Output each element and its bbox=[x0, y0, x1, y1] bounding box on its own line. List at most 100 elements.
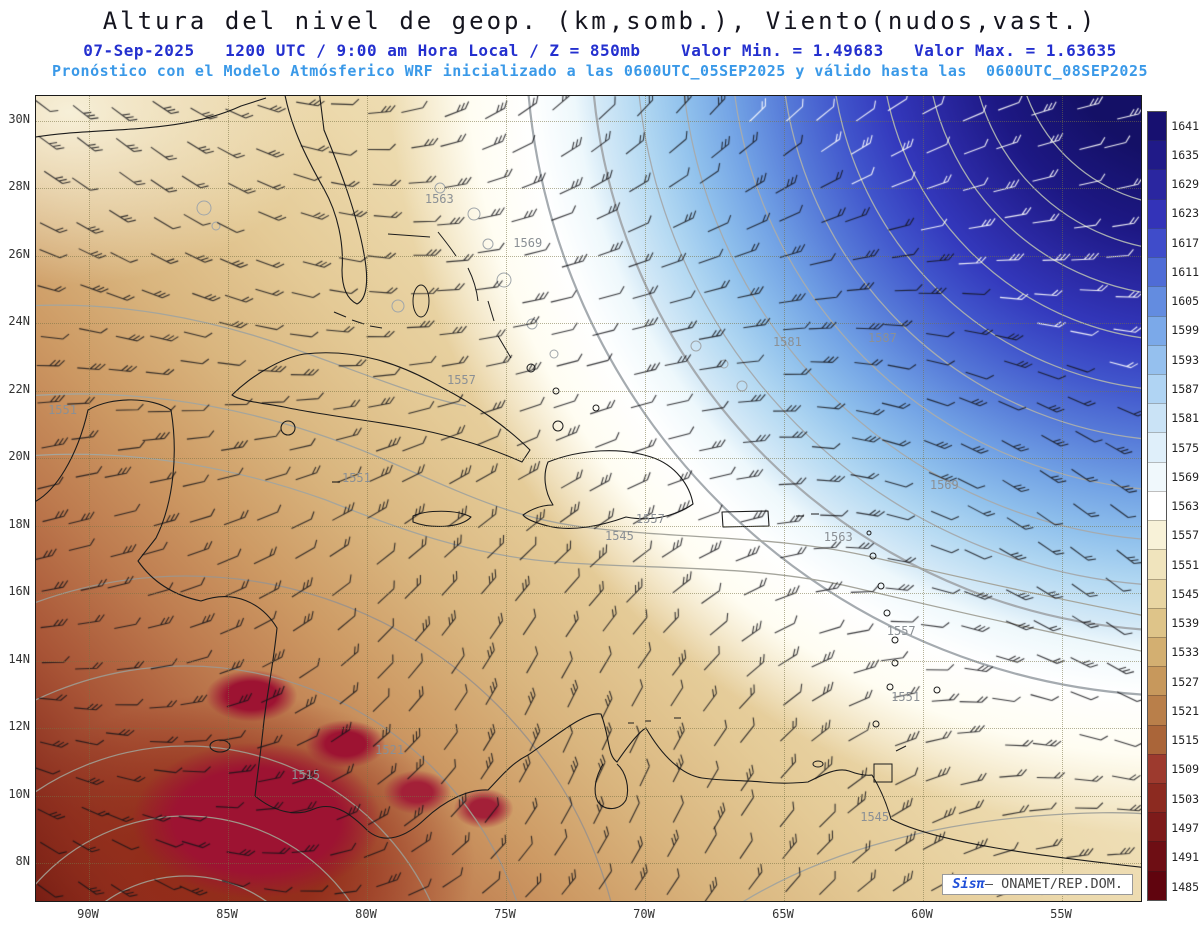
colorbar-cell bbox=[1148, 783, 1167, 813]
gridline-horizontal bbox=[36, 660, 1141, 662]
colorbar-cell bbox=[1148, 403, 1167, 433]
contour-label: 1551 bbox=[341, 471, 371, 486]
contour-label: 1557 bbox=[886, 623, 916, 638]
lon-label: 85W bbox=[216, 907, 238, 921]
lon-label: 90W bbox=[77, 907, 99, 921]
colorbar-cell bbox=[1148, 520, 1167, 550]
lat-label: 12N bbox=[8, 719, 30, 734]
gridline-horizontal bbox=[36, 593, 1141, 595]
lon-label: 65W bbox=[772, 907, 794, 921]
contour-label: 1557 bbox=[635, 512, 665, 527]
colorbar-label: 1581 bbox=[1171, 411, 1199, 426]
lat-label: 24N bbox=[8, 314, 30, 329]
gridline-horizontal bbox=[36, 458, 1141, 460]
colorbar-labels: 1641 1635 1629 1623 1617 1611 1605 1599 1593 1587… bbox=[1171, 111, 1199, 901]
colorbar-label: 1641 bbox=[1171, 118, 1199, 133]
colorbar-label: 1515 bbox=[1171, 733, 1199, 748]
colorbar-label: 1527 bbox=[1171, 674, 1199, 689]
gridline-vertical bbox=[506, 96, 507, 901]
gridline-vertical bbox=[645, 96, 646, 901]
contour-label: 1581 bbox=[772, 334, 802, 349]
colorbar-cell bbox=[1148, 578, 1167, 608]
contour-label: 1545 bbox=[604, 529, 634, 544]
gridline-vertical bbox=[228, 96, 229, 901]
colorbar: 1641 1635 1629 1623 1617 1611 1605 1599 1593 1587… bbox=[1147, 111, 1199, 901]
gridline-vertical bbox=[89, 96, 90, 901]
colorbar-cell bbox=[1148, 169, 1167, 199]
gridline-horizontal bbox=[36, 323, 1141, 325]
gridline-horizontal bbox=[36, 121, 1141, 122]
colorbar-cell bbox=[1148, 607, 1167, 637]
colorbar-cell bbox=[1148, 549, 1167, 579]
gridline-vertical bbox=[923, 96, 924, 901]
colorbar-label: 1551 bbox=[1171, 557, 1199, 572]
colorbar-cell bbox=[1148, 461, 1167, 491]
colorbar-label: 1593 bbox=[1171, 352, 1199, 367]
colorbar-cell bbox=[1148, 666, 1167, 696]
credit-box: Sisπ– ONAMET/REP.DOM. bbox=[942, 874, 1133, 895]
lat-label: 20N bbox=[8, 449, 30, 464]
lon-label: 60W bbox=[911, 907, 933, 921]
colorbar-label: 1623 bbox=[1171, 206, 1199, 221]
colorbar-cell bbox=[1148, 841, 1167, 871]
contour-label: 1587 bbox=[867, 330, 897, 345]
model-init-line: Pronóstico con el Modelo Atmósferico WRF… bbox=[51, 62, 1149, 80]
colorbar-label: 1569 bbox=[1171, 469, 1199, 484]
lat-label: 30N bbox=[8, 112, 30, 126]
lat-label: 14N bbox=[8, 651, 30, 666]
contour-label: 1515 bbox=[291, 767, 321, 782]
credit-text: – ONAMET/REP.DOM. bbox=[984, 876, 1123, 892]
colorbar-cell bbox=[1148, 870, 1167, 900]
gridline-horizontal bbox=[36, 188, 1141, 190]
colorbar-label: 1557 bbox=[1171, 528, 1199, 543]
colorbar-label: 1587 bbox=[1171, 382, 1199, 397]
gridline-horizontal bbox=[36, 255, 1141, 257]
map-area: Sisπ– ONAMET/REP.DOM. 1563 1569 1557 1551 15… bbox=[35, 95, 1142, 902]
contour-label: 1551 bbox=[891, 690, 921, 705]
colorbar-label: 1599 bbox=[1171, 323, 1199, 338]
contour-label: 1569 bbox=[929, 477, 959, 492]
colorbar-cell bbox=[1148, 112, 1167, 141]
colorbar-label: 1509 bbox=[1171, 762, 1199, 777]
contour-label: 1569 bbox=[513, 235, 543, 250]
colorbar-label: 1497 bbox=[1171, 821, 1199, 835]
contour-label: 1551 bbox=[48, 402, 77, 417]
lat-label: 8N bbox=[15, 853, 30, 868]
gridline-vertical bbox=[367, 96, 368, 901]
gridline-vertical bbox=[784, 96, 785, 901]
colorbar-label: 1485 bbox=[1171, 879, 1199, 894]
lat-label: 18N bbox=[8, 516, 30, 531]
colorbar-label: 1629 bbox=[1171, 177, 1199, 192]
colorbar-label: 1539 bbox=[1171, 616, 1199, 631]
colorbar-cell bbox=[1148, 812, 1167, 842]
colorbar-cell bbox=[1148, 257, 1167, 287]
lat-label: 16N bbox=[8, 584, 30, 599]
lat-label: 28N bbox=[8, 179, 30, 194]
colorbar-label: 1545 bbox=[1171, 586, 1199, 601]
contour-label: 1521 bbox=[375, 743, 405, 758]
contour-label: 1545 bbox=[860, 810, 890, 825]
colorbar-cell bbox=[1148, 227, 1167, 258]
plot-wrap: Sisπ– ONAMET/REP.DOM. 1563 1569 1557 1551 15… bbox=[0, 95, 1200, 927]
lat-label: 26N bbox=[8, 246, 30, 261]
colorbar-cell bbox=[1148, 636, 1167, 667]
colorbar-label: 1563 bbox=[1171, 499, 1199, 514]
colorbar-label: 1575 bbox=[1171, 440, 1199, 455]
colorbar-cell bbox=[1148, 432, 1167, 462]
header: Altura del nivel de geop. (km,somb.), Vi… bbox=[0, 0, 1200, 80]
lon-label: 70W bbox=[633, 907, 655, 921]
colorbar-cell bbox=[1148, 344, 1167, 374]
page-title: Altura del nivel de geop. (km,somb.), Vi… bbox=[102, 7, 1098, 35]
colorbar-cell bbox=[1148, 286, 1167, 316]
lon-label: 75W bbox=[494, 907, 516, 921]
colorbar-cells bbox=[1147, 111, 1168, 901]
lon-label: 55W bbox=[1050, 907, 1072, 921]
contour-label: 1563 bbox=[823, 530, 853, 545]
colorbar-label: 1533 bbox=[1171, 645, 1199, 660]
gridline-horizontal bbox=[36, 728, 1141, 730]
colorbar-label: 1605 bbox=[1171, 294, 1199, 309]
colorbar-label: 1617 bbox=[1171, 235, 1199, 250]
colorbar-label: 1635 bbox=[1171, 147, 1199, 162]
lat-label: 10N bbox=[8, 786, 30, 801]
